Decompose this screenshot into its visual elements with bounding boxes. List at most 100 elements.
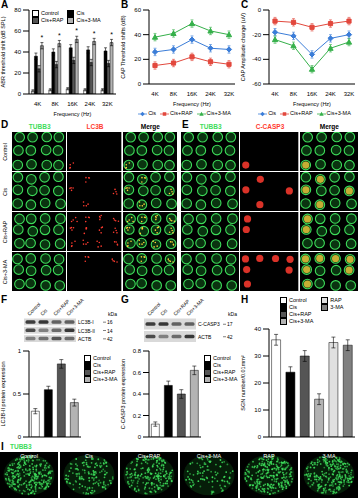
svg-text:C-CASP3: C-CASP3 [198, 321, 220, 327]
svg-text:kDa: kDa [108, 311, 117, 317]
svg-text:20: 20 [134, 56, 141, 62]
html-text:Cis+3-MA: Cis+3-MA [2, 259, 9, 285]
svg-text:LC3B-I: LC3B-I [78, 319, 94, 325]
html-text:Control: Control [41, 10, 59, 16]
svg-text:0: 0 [18, 91, 22, 97]
svg-text:0: 0 [258, 7, 262, 13]
html-text:Cis+RAP: Cis+RAP [2, 220, 9, 244]
svg-text:16K: 16K [307, 91, 318, 97]
svg-text:4K: 4K [151, 91, 158, 97]
svg-text:17: 17 [227, 321, 233, 327]
html-text:Cis+RAP: Cis+RAP [213, 369, 236, 376]
svg-text:10: 10 [254, 407, 261, 413]
html-text:Cis+RAP: Cis+RAP [93, 369, 116, 376]
html-text:H: H [241, 294, 249, 305]
svg-text:-20: -20 [252, 32, 261, 38]
html-text:LC3B: LC3B [86, 123, 104, 130]
svg-text:24K: 24K [205, 91, 216, 97]
svg-text:kDa: kDa [228, 311, 237, 317]
svg-text:0: 0 [258, 434, 262, 440]
svg-text:8K: 8K [290, 91, 297, 97]
html-text:Cis+3-MA: Cis+3-MA [213, 376, 238, 383]
html-text:C: C [241, 0, 249, 10]
html-text:Cis: Cis [76, 10, 85, 16]
svg-text:1: 1 [18, 348, 22, 354]
svg-text:-60: -60 [252, 81, 261, 87]
html-text:CAP Amplitude change (uV): CAP Amplitude change (uV) [240, 12, 247, 82]
svg-text:0.4: 0.4 [133, 391, 142, 397]
html-text:ABR threshold shift (dB SPL): ABR threshold shift (dB SPL) [0, 16, 7, 88]
svg-text:32K: 32K [224, 91, 235, 97]
svg-text:0: 0 [138, 81, 142, 87]
html-text:LC3B-II protein expression: LC3B-II protein expression [0, 361, 7, 427]
html-text:Cis+3-MA: Cis+3-MA [76, 17, 101, 23]
svg-text:40: 40 [254, 326, 261, 332]
svg-text:Cis+3-MA: Cis+3-MA [185, 296, 205, 316]
html-text:C-CASP3: C-CASP3 [255, 123, 285, 130]
svg-text:20: 20 [14, 70, 21, 76]
svg-text:20: 20 [254, 380, 261, 386]
svg-text:30: 30 [254, 353, 261, 359]
svg-text:60: 60 [134, 7, 141, 13]
svg-text:Cis+3-MA: Cis+3-MA [65, 296, 85, 316]
svg-text:42: 42 [107, 336, 113, 342]
html-text:Merge: Merge [319, 123, 339, 130]
html-text:Frequency (Hz): Frequency (Hz) [53, 111, 92, 117]
svg-text:0.8: 0.8 [133, 348, 142, 354]
svg-text:0.2: 0.2 [133, 413, 142, 419]
svg-text:42: 42 [227, 334, 233, 340]
svg-text:0: 0 [18, 434, 22, 440]
svg-text:8K: 8K [170, 91, 177, 97]
html-text:Control: Control [2, 143, 9, 161]
svg-text:ACTB: ACTB [78, 336, 92, 342]
svg-text:40: 40 [134, 32, 141, 38]
svg-text:32K: 32K [102, 101, 113, 107]
svg-text:*: * [110, 31, 113, 38]
html-text:TUBB3: TUBB3 [28, 123, 51, 130]
html-text:G: G [121, 294, 129, 305]
html-text:D: D [1, 119, 9, 130]
html-text:Cis: Cis [2, 188, 9, 196]
svg-text:Cis: Cis [159, 307, 169, 317]
svg-text:ACTB: ACTB [198, 334, 212, 340]
svg-text:14: 14 [107, 328, 113, 334]
svg-text:Control: Control [146, 301, 162, 317]
html-text:A: A [1, 0, 9, 10]
html-text:F: F [1, 294, 8, 305]
svg-text:LC3B-II: LC3B-II [78, 328, 95, 334]
html-text:TUBB3: TUBB3 [199, 123, 222, 130]
html-text:Merge: Merge [140, 123, 160, 130]
html-text:C-CASP3 protein expression: C-CASP3 protein expression [120, 358, 127, 430]
html-text:Cis+RAP: Cis+RAP [41, 17, 64, 23]
html-text:TUBB3: TUBB3 [10, 443, 32, 450]
svg-text:40: 40 [14, 49, 21, 55]
svg-text:60: 60 [14, 28, 21, 34]
svg-text:0.6: 0.6 [133, 370, 142, 376]
svg-text:8K: 8K [51, 101, 58, 107]
svg-text:Cis+RAP: Cis+RAP [52, 298, 71, 317]
svg-text:16K: 16K [187, 91, 198, 97]
svg-text:24K: 24K [325, 91, 336, 97]
svg-text:*: * [41, 34, 44, 41]
html-text:E: E [182, 119, 189, 130]
svg-text:4K: 4K [34, 101, 41, 107]
svg-text:4K: 4K [271, 91, 278, 97]
svg-text:24K: 24K [85, 101, 96, 107]
html-text:CAP Threshold shifts (dB): CAP Threshold shifts (dB) [120, 15, 127, 79]
html-text:Cis+3-MA: Cis+3-MA [93, 376, 118, 383]
svg-text:*: * [93, 30, 96, 37]
svg-text:16: 16 [107, 319, 113, 325]
svg-text:0.5: 0.5 [13, 391, 22, 397]
html-text:SGN number/0.01mm²: SGN number/0.01mm² [240, 355, 247, 411]
svg-text:16K: 16K [67, 101, 78, 107]
svg-text:32K: 32K [344, 91, 351, 97]
svg-text:*: * [58, 32, 61, 39]
svg-text:Control: Control [26, 301, 42, 317]
html-text:B: B [121, 0, 129, 10]
svg-text:Cis+RAP: Cis+RAP [172, 298, 191, 317]
svg-text:0: 0 [138, 434, 142, 440]
svg-text:80: 80 [14, 7, 21, 13]
svg-text:Cis: Cis [39, 307, 49, 317]
svg-text:-40: -40 [252, 56, 261, 62]
svg-text:*: * [75, 27, 78, 34]
